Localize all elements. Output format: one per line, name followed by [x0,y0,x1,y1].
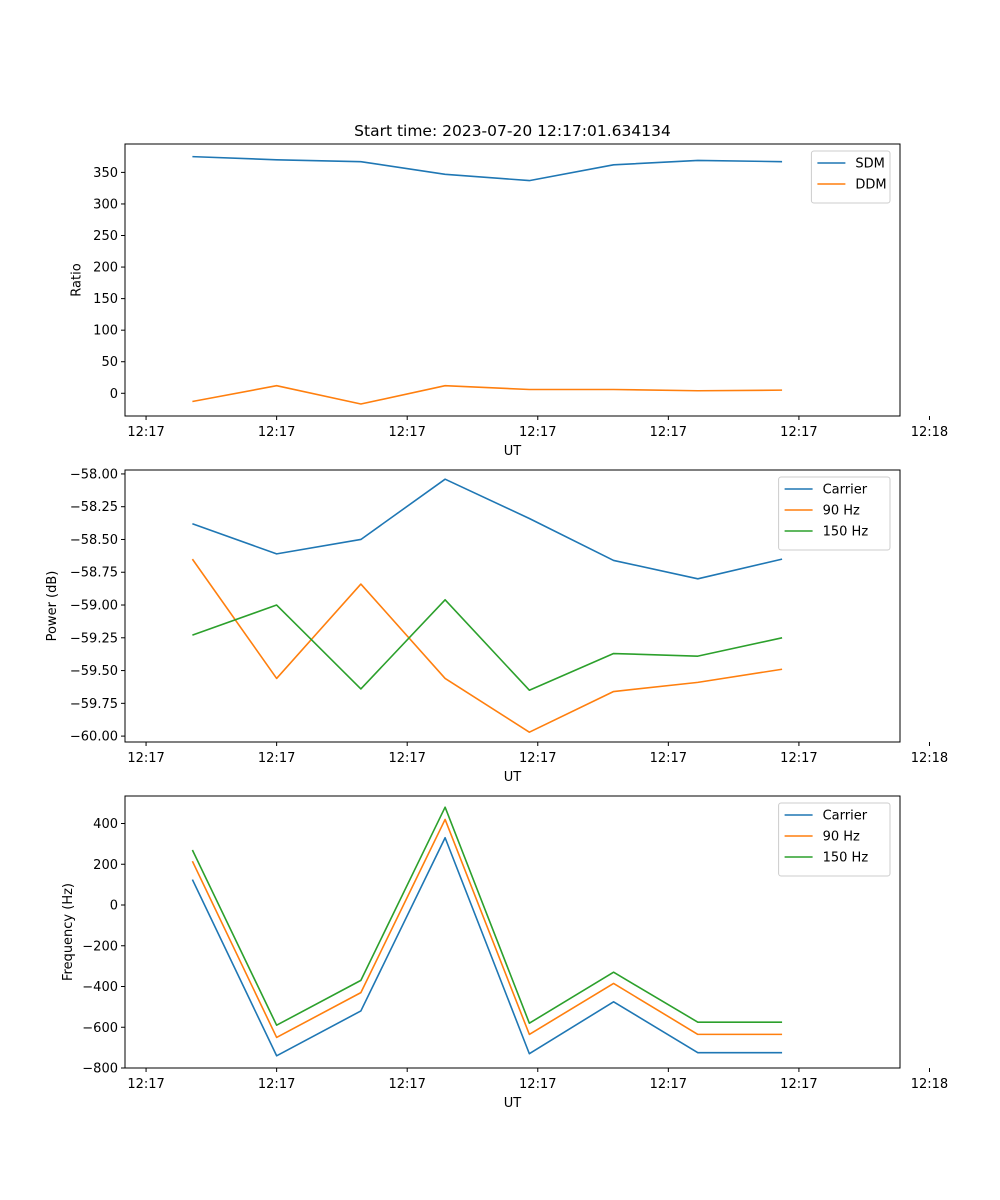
power-panel-legend: Carrier 90 Hz 150 Hz [778,476,891,551]
frequency-panel-x-tick-label: 12:17 [519,1077,556,1092]
ratio-panel-x-tick-label: 12:17 [258,425,295,440]
ratio-panel-x-tick-label: 12:17 [780,425,817,440]
frequency-panel-y-tick-label: −400 [82,980,118,995]
frequency-panel-legend-label: Carrier [823,809,868,824]
ratio-panel-y-tick-label: 150 [93,292,118,307]
power-panel-y-tick-label: −60.00 [70,730,118,745]
power-panel-y-tick-label: −59.50 [70,664,118,679]
power-panel-y-tick-label: −59.25 [70,631,118,646]
frequency-panel-y-tick-label: −600 [82,1021,118,1036]
power-panel-series-line-carrier [192,478,783,580]
ratio-panel-x-tick-label: 12:17 [388,425,425,440]
ratio-panel-y-tick-label: 200 [93,261,118,276]
ratio-panel-x-tick-label: 12:17 [519,425,556,440]
frequency-panel-y-tick-label: −800 [82,1062,118,1077]
power-panel-x-tick-label: 12:17 [650,751,687,766]
ratio-panel-y-tick-label: 100 [93,324,118,339]
frequency-panel-x-axis-label: UT [504,1096,522,1111]
ratio-panel-y-tick-label: 50 [101,355,118,370]
frequency-panel-y-tick-label: 200 [93,858,118,873]
frequency-panel-series-line-90-hz [191,818,783,1039]
power-panel-x-tick-label: 12:17 [258,751,295,766]
power-panel-x-tick-label: 12:17 [127,751,164,766]
ratio-panel-series-line-sdm [192,155,783,182]
power-panel-x-tick-label: 12:17 [780,751,817,766]
frequency-panel-legend: Carrier 90 Hz 150 Hz [778,802,891,877]
frequency-panel-y-tick-label: 0 [110,899,118,914]
power-panel-y-axis-label: Power (dB) [45,571,60,642]
power-panel: 12:17 12:17 12:17 12:17 12:17 12:17 12:18 −60.0… [45,467,948,785]
power-panel-legend-label: Carrier [823,483,868,498]
power-panel-x-tick-label: 12:17 [519,751,556,766]
ratio-panel: 12:17 12:17 12:17 12:17 12:17 12:17 12:18 0 50 10… [69,143,948,459]
ratio-panel-y-tick-label: 350 [93,166,118,181]
ratio-panel-axes-frame [124,143,901,417]
power-panel-y-tick-label: −58.25 [70,500,118,515]
frequency-panel-legend-label: 150 Hz [823,851,869,866]
frequency-panel-series-line-150-hz [191,806,783,1027]
frequency-panel-y-axis-label: Frequency (Hz) [61,883,76,981]
frequency-panel-series-line-carrier [191,836,783,1057]
figure-title: Start time: 2023-07-20 12:17:01.634134 [354,122,671,140]
power-panel-legend-label: 150 Hz [823,525,869,540]
power-panel-series-line-90-hz [191,558,783,733]
power-panel-y-tick-label: −59.00 [70,599,118,614]
ratio-panel-y-axis-label: Ratio [69,263,84,296]
frequency-panel-y-tick-label: 400 [93,817,118,832]
frequency-panel-x-tick-label: 12:17 [388,1077,425,1092]
ratio-panel-series-line-ddm [192,384,783,405]
power-panel-axes-frame [124,469,901,743]
frequency-panel-x-tick-label: 12:17 [780,1077,817,1092]
power-panel-series-line-150-hz [192,598,783,692]
frequency-panel-legend-label: 90 Hz [823,830,860,845]
power-panel-y-tick-label: −58.75 [70,566,118,581]
ratio-panel-y-tick-label: 250 [93,229,118,244]
ratio-panel-y-tick-label: 0 [110,387,118,402]
power-panel-y-tick-label: −58.00 [70,467,118,482]
ratio-panel-legend-label: SDM [855,157,884,172]
power-panel-x-tick-label: 12:17 [388,751,425,766]
power-panel-legend-label: 90 Hz [823,504,860,519]
frequency-panel-axes-frame [124,795,901,1069]
frequency-panel-y-tick-label: −200 [82,939,118,954]
ratio-panel-y-tick-label: 300 [93,197,118,212]
power-panel-y-tick-label: −58.50 [70,533,118,548]
frequency-panel-x-tick-label: 12:18 [911,1077,948,1092]
power-panel-x-tick-label: 12:18 [911,751,948,766]
frequency-panel-x-tick-label: 12:17 [127,1077,164,1092]
frequency-panel: 12:17 12:17 12:17 12:17 12:17 12:17 12:18 −800 −… [61,795,948,1111]
ratio-panel-x-tick-label: 12:17 [127,425,164,440]
power-panel-x-axis-label: UT [504,770,522,785]
frequency-panel-x-tick-label: 12:17 [650,1077,687,1092]
ratio-panel-legend: SDM DDM [810,150,891,204]
ratio-panel-x-tick-label: 12:18 [911,425,948,440]
ratio-panel-legend-box [810,150,891,204]
ratio-panel-legend-label: DDM [855,178,886,193]
power-panel-y-tick-label: −59.75 [70,697,118,712]
ratio-panel-x-axis-label: UT [504,444,522,459]
frequency-panel-x-tick-label: 12:17 [258,1077,295,1092]
ratio-panel-x-tick-label: 12:17 [650,425,687,440]
